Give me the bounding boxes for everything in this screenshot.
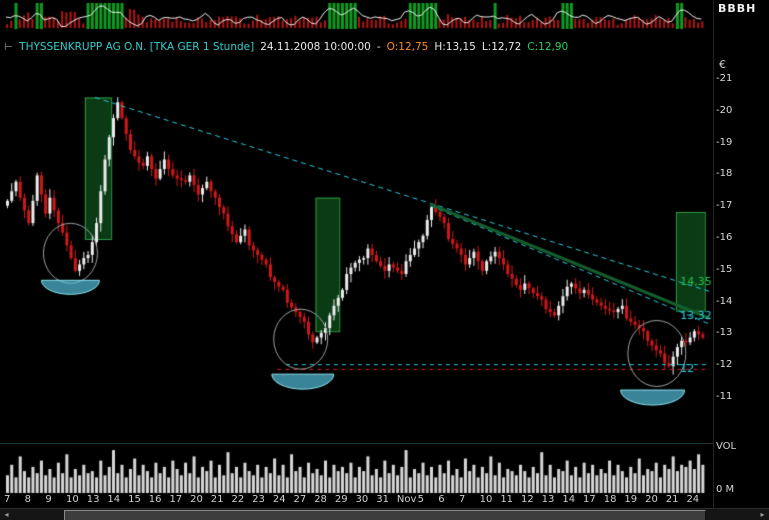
y-axis-label: -19: [716, 136, 733, 148]
x-axis-label: 10: [66, 494, 79, 505]
x-axis-label: 11: [500, 494, 514, 505]
bar-timestamp: 24.11.2008 10:00:00: [260, 41, 371, 53]
price-candlestick-chart[interactable]: [0, 36, 713, 443]
x-axis-label: 30: [355, 494, 369, 505]
chart-link-icon: ⊢: [4, 41, 14, 53]
x-axis-label: Nov: [396, 494, 417, 505]
y-axis-label: -17: [716, 200, 733, 212]
x-axis-label: 5: [417, 494, 424, 505]
x-axis-label: 9: [45, 494, 52, 505]
price-axis-panel[interactable]: BBBH € -21 -20 -19 -18 -17 -16 -15 -14 -13 -12 -11…: [713, 0, 769, 508]
currency-label: €: [719, 58, 726, 71]
x-axis-label: 20: [645, 494, 658, 505]
x-axis-label: 12: [521, 494, 534, 505]
high-value: H:13,15: [434, 41, 476, 53]
x-axis-label: 24: [686, 494, 700, 505]
x-axis-label: 8: [24, 494, 32, 505]
x-axis: 7 8 9 10 13 14 15 16 17 20 21 22 23 24 27 28 29 30 31 Nov 5 6…: [0, 494, 713, 508]
y-axis-label: -14: [716, 295, 733, 307]
volume-axis-label: VOL: [716, 441, 737, 452]
low-value: L:12,72: [481, 41, 522, 53]
y-axis-label: -16: [716, 232, 733, 243]
x-axis-label: 15: [128, 494, 141, 505]
x-axis-label: 10: [479, 494, 493, 505]
x-axis-label: 20: [190, 494, 203, 505]
x-axis-label: 29: [334, 494, 348, 505]
open-value: O:12,75: [386, 41, 429, 53]
volume-chart[interactable]: [0, 443, 713, 495]
oscillator-indicator-chart[interactable]: [0, 0, 713, 37]
x-axis-label: 14: [107, 494, 121, 505]
y-axis-label: -15: [716, 263, 733, 275]
x-axis-label: 24: [272, 494, 286, 505]
y-axis-label: -12: [716, 359, 733, 371]
close-value: C:12,90: [527, 41, 569, 53]
horizontal-scrollbar[interactable]: ◂ ▸: [0, 508, 769, 520]
x-axis-label: 21: [210, 494, 224, 505]
chart-title-bar: ⊢ THYSSENKRUPP AG O.N. [TKA GER 1 Stunde…: [0, 38, 717, 56]
instrument-title: THYSSENKRUPP AG O.N. [TKA GER 1 Stunde]: [19, 41, 255, 53]
y-axis-label: -11: [716, 391, 733, 402]
scrollbar-thumb[interactable]: [64, 510, 706, 520]
title-separator: -: [376, 41, 381, 53]
x-axis-label: 7: [4, 494, 11, 505]
x-axis-label: 13: [86, 494, 100, 505]
y-axis-label: -20: [716, 104, 733, 116]
y-axis-label: -13: [716, 327, 733, 339]
indicator-label: BBBH: [718, 2, 757, 15]
x-axis-label: 16: [148, 494, 162, 505]
x-axis-label: 17: [583, 494, 596, 505]
scroll-left-icon[interactable]: ◂: [4, 510, 9, 519]
volume-zero-label: 0 M: [716, 484, 735, 495]
y-axis-label: -21: [716, 73, 733, 84]
x-axis-label: 6: [438, 494, 445, 505]
x-axis-label: 27: [293, 494, 307, 505]
x-axis-label: 23: [252, 494, 265, 505]
x-axis-label: 14: [562, 494, 576, 505]
x-axis-label: 13: [541, 494, 555, 505]
x-axis-label: 31: [376, 494, 389, 505]
x-axis-label: 19: [624, 494, 638, 505]
x-axis-label: 21: [665, 494, 679, 505]
x-axis-label: 28: [314, 494, 327, 505]
x-axis-label: 22: [231, 494, 245, 505]
x-axis-label: 7: [458, 494, 466, 505]
y-axis-label: -18: [716, 168, 733, 180]
x-axis-label: 18: [603, 494, 617, 505]
scroll-right-icon[interactable]: ▸: [760, 510, 765, 519]
x-axis-label: 17: [169, 494, 183, 505]
